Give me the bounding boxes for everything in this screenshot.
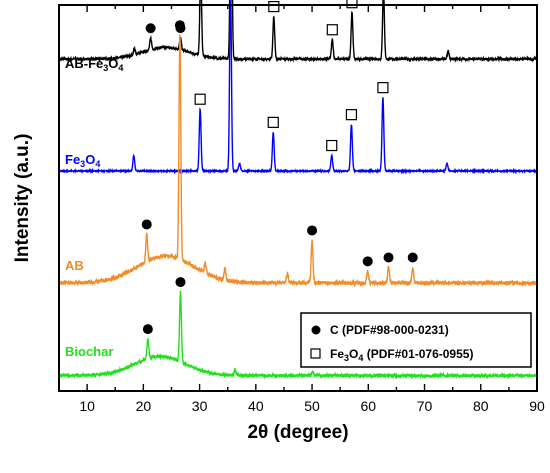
- y-axis-title: Intensity (a.u.): [12, 134, 33, 263]
- phase-marker-carbon: [142, 324, 153, 335]
- x-tick-label: 20: [136, 398, 152, 414]
- phase-marker-fe3o4: [346, 0, 358, 9]
- x-axis-title: 2θ (degree): [247, 422, 348, 443]
- series-label-part: AB: [65, 258, 84, 273]
- legend-square-marker: [310, 348, 321, 359]
- legend-fe3o4-part: Fe: [330, 347, 344, 361]
- series-label: AB-Fe3O4: [65, 56, 123, 73]
- legend-fe3o4-part: 3: [344, 353, 349, 363]
- phase-marker-fe3o4: [326, 24, 338, 36]
- phase-marker-fe3o4: [267, 116, 279, 128]
- series-label-part: O: [108, 56, 118, 71]
- phase-marker-carbon: [362, 256, 373, 267]
- x-tick-label: 50: [304, 398, 320, 414]
- series-label-part: 3: [80, 159, 85, 169]
- phase-marker-fe3o4: [326, 139, 338, 152]
- legend-fe3o4-part: 4: [358, 353, 363, 363]
- phase-marker-carbon: [145, 23, 156, 34]
- x-tick-label: 70: [417, 398, 433, 414]
- series-line-ab-fe3o4: [58, 0, 538, 63]
- phase-marker-fe3o4: [268, 0, 280, 13]
- legend-label-fe3o4: Fe3O4 (PDF#01-076-0955): [330, 347, 473, 363]
- series-line-fe3o4: [58, 0, 538, 175]
- series-label-part: O: [85, 152, 95, 167]
- series-line-ab: [58, 33, 538, 288]
- legend: C (PDF#98-000-0231) Fe3O4 (PDF#01-076-09…: [300, 312, 532, 368]
- legend-fe3o4-part: O: [349, 347, 358, 361]
- legend-circle-marker: [311, 325, 321, 335]
- x-tick-label: 80: [473, 398, 489, 414]
- series-label-part: Biochar: [65, 344, 113, 359]
- series-label-part: AB-Fe: [65, 56, 103, 71]
- series-label: Biochar: [65, 344, 113, 359]
- legend-box: [300, 312, 532, 368]
- series-label-part: Fe: [65, 152, 80, 167]
- phase-marker-fe3o4: [194, 93, 206, 105]
- x-tick-label: 30: [192, 398, 208, 414]
- phase-marker-carbon: [307, 225, 318, 236]
- x-tick-label: 90: [529, 398, 545, 414]
- series-label-part: 3: [103, 63, 108, 73]
- series-label-part: 4: [95, 159, 100, 169]
- phase-marker-carbon: [141, 219, 152, 230]
- phase-marker-fe3o4: [377, 82, 389, 94]
- phase-marker-fe3o4: [345, 109, 358, 121]
- legend-label-carbon: C (PDF#98-000-0231): [330, 323, 449, 337]
- series-label-part: 4: [118, 63, 123, 73]
- series-label: AB: [65, 258, 84, 273]
- phase-marker-carbon: [407, 252, 418, 263]
- x-tick-label: 60: [361, 398, 377, 414]
- phase-marker-carbon: [175, 277, 186, 288]
- phase-marker-carbon: [383, 252, 394, 263]
- series-label: Fe3O4: [65, 152, 100, 169]
- plot-frame: [58, 4, 538, 392]
- legend-fe3o4-part: (PDF#01-076-0955): [363, 347, 473, 361]
- x-tick-label: 40: [248, 398, 264, 414]
- phase-marker-carbon: [174, 20, 185, 31]
- series-line-biochar: [58, 290, 538, 380]
- x-tick-label: 10: [79, 398, 95, 414]
